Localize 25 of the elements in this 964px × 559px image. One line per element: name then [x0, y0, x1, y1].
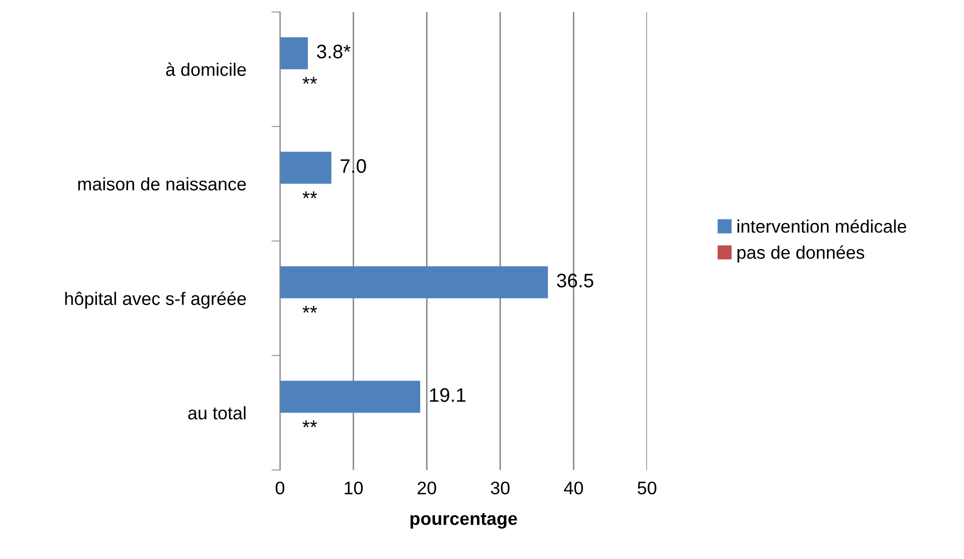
bar	[280, 37, 308, 70]
x-tick-label: 40	[564, 482, 583, 494]
y-tick-label: à domicile	[166, 62, 246, 76]
data-label: 36.5	[556, 274, 594, 288]
data-label: **	[302, 306, 318, 313]
data-label: **	[302, 76, 318, 84]
y-tick-label: maison de naissance	[78, 177, 246, 190]
bar	[280, 380, 420, 413]
x-tick-label: 0	[276, 482, 284, 494]
x-axis-title: pourcentage	[410, 513, 518, 529]
legend-label: pas de données	[738, 245, 864, 262]
x-tick-label: 10	[344, 482, 363, 494]
bar	[280, 152, 332, 184]
legend-label: intervention médicale	[738, 219, 906, 233]
x-tick-label: 50	[638, 482, 656, 494]
data-label: **	[302, 191, 318, 198]
data-label: 3.8*	[316, 44, 351, 58]
bar	[280, 266, 548, 298]
y-tick-label: au total	[188, 406, 246, 420]
data-label: **	[302, 420, 318, 428]
x-tick-label: 30	[490, 482, 510, 494]
y-tick-label: hôpital avec s-f agréée	[65, 292, 246, 309]
data-label: 19.1	[430, 388, 466, 402]
x-tick-label: 20	[418, 482, 436, 494]
data-label: 7.0	[340, 159, 366, 173]
